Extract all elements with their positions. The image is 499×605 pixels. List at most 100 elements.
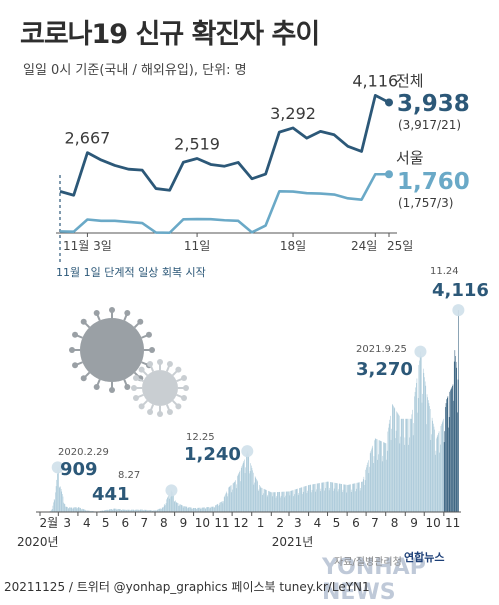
daily-bar [376,439,377,512]
daily-bar [191,508,192,512]
daily-bar [395,408,396,512]
daily-bar [363,479,364,512]
daily-bar [328,482,329,512]
virus-spike-tip [69,347,75,353]
daily-bar [383,456,384,512]
daily-bar [298,493,299,512]
daily-bar [336,483,337,512]
virus-spike-tip [81,319,87,325]
daily-bar [58,467,59,512]
daily-bar [315,484,316,512]
seoul-latest-value: 1,760 [397,169,470,195]
series-line-seoul [60,174,389,232]
daily-bar [184,506,185,512]
daily-bar [442,422,443,512]
daily-bar [70,508,71,512]
daily-bar [59,487,60,512]
daily-bar [237,476,238,512]
daily-bar [261,488,262,512]
daily-bar [54,499,55,512]
daily-bar [305,486,306,512]
daily-bar [166,499,167,512]
daily-bar [458,380,459,512]
daily-bar [68,508,69,512]
bar-month-label: 8 [160,516,168,530]
daily-bar [199,508,200,512]
daily-bar [78,507,79,512]
daily-bar [355,491,356,512]
daily-bar [245,467,246,512]
peak-marker [452,304,464,316]
daily-bar [289,491,290,512]
daily-bar [181,505,182,512]
bar-month-label: 4 [314,516,322,530]
daily-bar [230,486,231,512]
daily-bar [302,487,303,512]
daily-bar [458,310,459,512]
daily-bar [268,491,269,512]
daily-bar [64,504,65,512]
daily-bar [182,505,183,512]
bar-month-label: 8 [391,516,399,530]
line-x-tick-label: 24일 [351,239,377,253]
daily-bar [408,445,409,512]
daily-bar [317,484,318,512]
daily-bar [455,356,456,512]
daily-bar [317,483,318,512]
daily-bar [400,437,401,512]
peak-marker [241,445,253,457]
daily-bar [439,453,440,512]
daily-bar [293,490,294,512]
total-legend-name: 전체 [396,72,424,90]
daily-bar [360,488,361,512]
daily-bar [281,492,282,512]
daily-bar [346,485,347,512]
daily-bar [73,508,74,512]
daily-bar [271,492,272,512]
daily-bar [397,413,398,513]
daily-bar [376,439,377,512]
daily-bar [285,497,286,512]
daily-bar [424,377,425,512]
bar-month-label: 10 [425,516,440,530]
daily-bar [238,473,239,512]
daily-bar [274,492,275,512]
daily-bar [417,378,418,512]
daily-bar [436,451,437,512]
daily-bar [227,496,228,512]
daily-bar [62,494,63,512]
virus-spike-tip [147,409,153,415]
daily-bar [297,489,298,512]
daily-bar [386,443,387,512]
daily-bar [257,480,258,512]
daily-bar [334,489,335,512]
daily-bar [198,508,199,512]
bar-month-label: 6 [352,516,360,530]
daily-bar [453,401,454,512]
daily-bar [369,467,370,512]
daily-bar [254,483,255,512]
daily-bar [298,495,299,512]
daily-bar [350,484,351,512]
daily-bar [173,494,174,512]
daily-bar [399,416,400,512]
daily-bar [203,508,204,512]
daily-bar [178,506,179,512]
daily-bar [404,445,405,512]
daily-bar [325,488,326,512]
total-latest-value: 3,938 [397,91,470,117]
virus-spike-tip [124,310,130,316]
virus-spike-tip [139,403,145,409]
daily-bar [432,418,433,512]
daily-bar [354,483,355,512]
daily-bar [219,503,220,512]
daily-bar [345,485,346,512]
daily-bar [235,482,236,512]
daily-bar [405,419,406,512]
virus-spike-tip [109,387,115,393]
daily-bar [262,495,263,512]
daily-bar [182,505,183,512]
daily-bar [263,493,264,512]
daily-bar [359,482,360,512]
daily-bar [280,492,281,512]
